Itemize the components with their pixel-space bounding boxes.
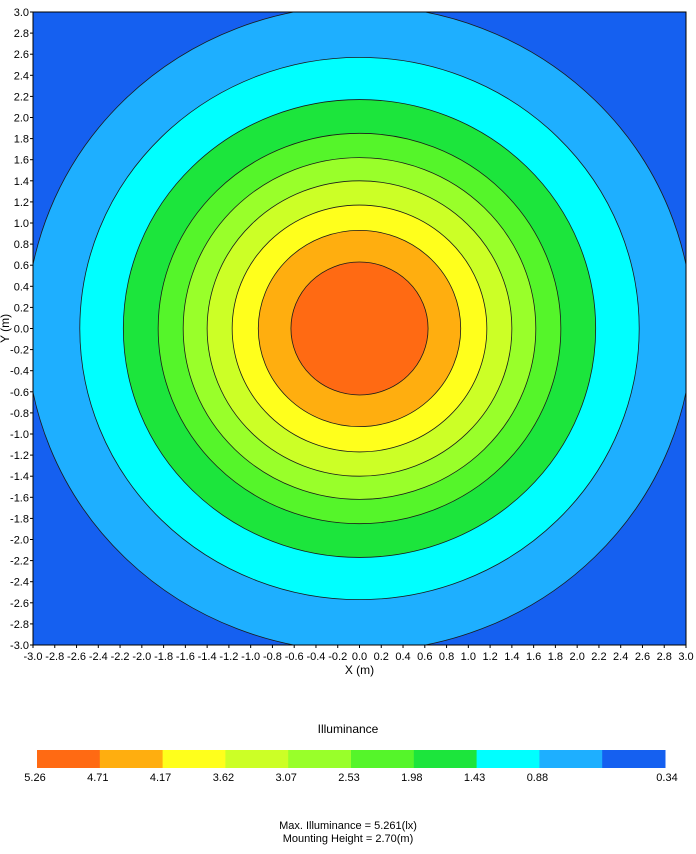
y-tick-label: -0.6 — [10, 387, 29, 399]
legend-label: 0.88 — [527, 772, 548, 784]
legend-swatch — [602, 750, 666, 768]
footer-info: Max. Illuminance = 5.261(lx) Mounting He… — [0, 820, 696, 846]
x-tick-label: 0.6 — [417, 651, 432, 663]
legend-label: 5.26 — [24, 772, 45, 784]
legend-title: Illuminance — [317, 722, 379, 736]
x-tick-label: 1.2 — [482, 651, 497, 663]
y-tick-label: 1.6 — [14, 155, 29, 167]
y-tick-label: -0.2 — [10, 345, 29, 357]
y-tick-label: 0.6 — [14, 260, 29, 272]
x-tick-label: 0.2 — [374, 651, 389, 663]
x-tick-label: 0.8 — [439, 651, 454, 663]
y-axis-label: Y (m) — [0, 314, 12, 343]
x-tick-label: 0.0 — [352, 651, 367, 663]
plot-area — [33, 12, 686, 645]
x-tick-label: 1.4 — [504, 651, 519, 663]
legend-swatch — [476, 750, 540, 768]
legend-swatch — [351, 750, 415, 768]
legend-swatch — [225, 750, 289, 768]
x-tick-label: -2.4 — [89, 651, 108, 663]
x-tick-label: 2.0 — [570, 651, 585, 663]
y-tick-label: -1.2 — [10, 450, 29, 462]
legend-label: 3.07 — [275, 772, 296, 784]
y-tick-label: 1.0 — [14, 218, 29, 230]
x-tick-label: 3.0 — [678, 651, 693, 663]
y-tick-label: 2.6 — [14, 49, 29, 61]
y-tick-label: 0.4 — [14, 281, 29, 293]
y-tick-label: 1.2 — [14, 197, 29, 209]
x-tick-label: -1.0 — [241, 651, 260, 663]
y-tick-label: -2.4 — [10, 577, 29, 589]
contour-band — [290, 261, 429, 396]
legend-label: 1.98 — [401, 772, 422, 784]
x-tick-label: 2.8 — [657, 651, 672, 663]
legend-swatch — [162, 750, 226, 768]
y-tick-label: -1.6 — [10, 492, 29, 504]
y-tick-label: -1.0 — [10, 429, 29, 441]
y-tick-label: -1.4 — [10, 471, 29, 483]
y-tick-label: 2.8 — [14, 28, 29, 40]
y-tick-label: -0.8 — [10, 408, 29, 420]
x-tick-label: 2.6 — [635, 651, 650, 663]
y-tick-label: 3.0 — [14, 7, 29, 19]
x-tick-label: -2.8 — [45, 651, 64, 663]
y-tick-label: 1.8 — [14, 134, 29, 146]
x-tick-label: -2.0 — [132, 651, 151, 663]
y-tick-label: 2.4 — [14, 70, 29, 82]
x-tick-label: -2.6 — [67, 651, 86, 663]
y-tick-label: -1.8 — [10, 513, 29, 525]
contour-plot: 3.0 2.8 2.6 2.4 2.2 2.0 1.8 1.6 1.4 1.2 1.0 0.8 0.6 0… — [0, 7, 694, 677]
y-tick-label: -0.4 — [10, 366, 29, 378]
y-tick-label: 0.8 — [14, 239, 29, 251]
x-tick-label: 1.0 — [461, 651, 476, 663]
y-tick-label: -2.0 — [10, 535, 29, 547]
x-tick-label: -1.6 — [176, 651, 195, 663]
x-tick-label: -2.2 — [111, 651, 130, 663]
x-axis-label: X (m) — [345, 663, 374, 677]
y-tick-label: 1.4 — [14, 176, 29, 188]
x-tick-label: 1.8 — [548, 651, 563, 663]
y-tick-label: 2.0 — [14, 113, 29, 125]
legend-label: 4.71 — [87, 772, 108, 784]
legend-swatch — [413, 750, 478, 768]
legend-label: 3.62 — [213, 772, 234, 784]
x-tick-label: 2.2 — [591, 651, 606, 663]
y-tick-label: -2.2 — [10, 556, 29, 568]
y-tick-label: 2.2 — [14, 91, 29, 103]
color-legend: 5.26 4.71 4.17 3.62 3.07 2.53 1.98 1.43 0.88 0.34 — [24, 750, 678, 784]
x-tick-label: -1.2 — [219, 651, 238, 663]
legend-swatch — [288, 750, 352, 768]
x-tick-label: 1.6 — [526, 651, 541, 663]
y-tick-label: -2.6 — [10, 598, 29, 610]
x-tick-label: -0.2 — [328, 651, 347, 663]
legend-label: 0.34 — [656, 772, 677, 784]
x-tick-label: 0.4 — [395, 651, 410, 663]
x-tick-label: -0.4 — [306, 651, 325, 663]
y-tick-label: 0.0 — [14, 324, 29, 336]
y-tick-label: -3.0 — [10, 640, 29, 652]
x-tick-label: -0.6 — [285, 651, 304, 663]
y-tick-label: -2.8 — [10, 619, 29, 631]
x-tick-label: -1.8 — [154, 651, 173, 663]
legend-label: 2.53 — [338, 772, 359, 784]
x-tick-label: -3.0 — [24, 651, 43, 663]
legend-label: 1.43 — [464, 772, 485, 784]
legend-swatch — [37, 750, 101, 768]
x-tick-label: -1.4 — [198, 651, 217, 663]
legend-swatch — [99, 750, 164, 768]
max-illuminance-text: Max. Illuminance = 5.261(lx) — [279, 820, 417, 832]
legend-label: 4.17 — [150, 772, 171, 784]
y-tick-label: 0.2 — [14, 302, 29, 314]
mounting-height-text: Mounting Height = 2.70(m) — [282, 833, 414, 845]
x-tick-label: 2.4 — [613, 651, 628, 663]
legend-swatch — [539, 750, 603, 768]
x-tick-label: -0.8 — [263, 651, 282, 663]
